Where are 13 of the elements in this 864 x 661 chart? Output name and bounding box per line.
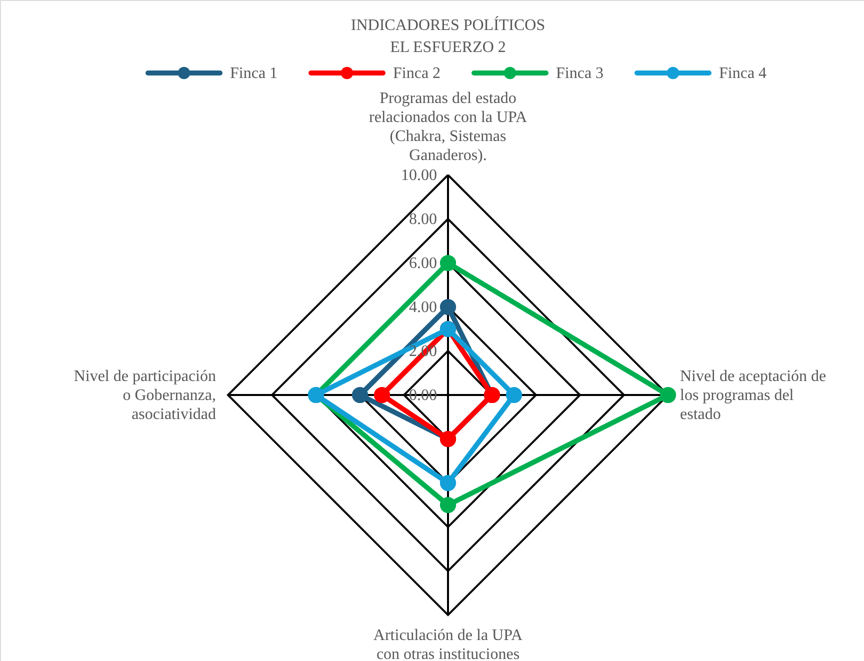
- spoke-label: Nivel de participación o Gobernanza, asociatividad: [74, 368, 216, 423]
- spoke-label: Programas del estado relacionados con la UPA (Chakra, Sistemas Ganaderos).: [368, 90, 528, 164]
- spoke-label: Nivel de aceptación de los programas del estado: [680, 368, 826, 423]
- legend-label: Finca 1: [230, 65, 278, 82]
- y-tick-label: 4.00: [409, 299, 437, 316]
- spoke-label: Articulación de la UPA con otras instituciones: [373, 627, 524, 661]
- y-tick-label: 10.00: [401, 167, 437, 184]
- legend-label: Finca 3: [556, 65, 604, 82]
- y-tick-label: 8.00: [409, 211, 437, 228]
- legend-label: Finca 2: [393, 65, 441, 82]
- legend-label: Finca 4: [719, 65, 767, 82]
- y-tick-label: 6.00: [409, 255, 437, 272]
- chart-title: INDICADORES POLÍTICOS EL ESFUERZO 2: [350, 16, 546, 56]
